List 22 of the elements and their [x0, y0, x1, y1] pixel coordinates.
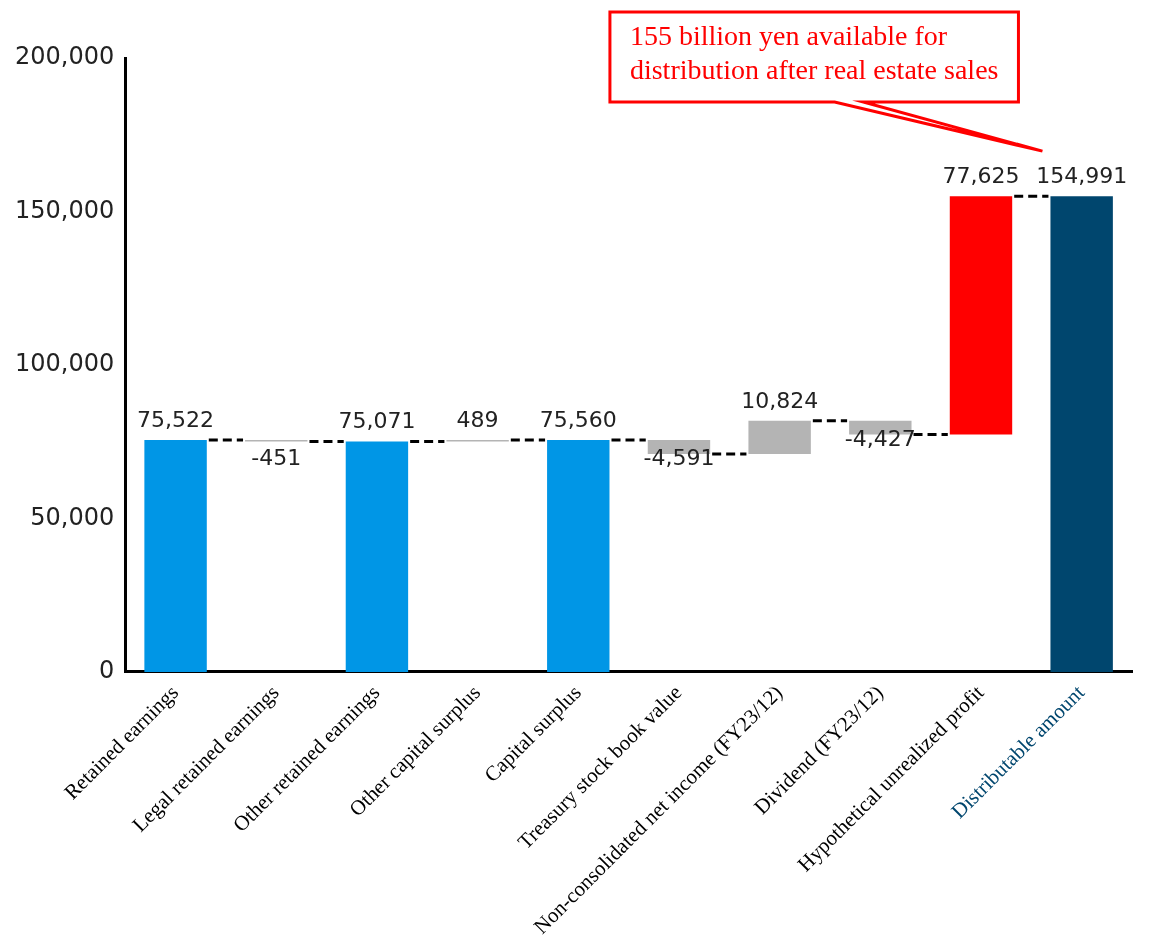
data-label: 10,824 — [741, 387, 819, 413]
bar — [1050, 196, 1113, 672]
bar — [345, 441, 409, 672]
bar — [748, 420, 811, 455]
bar — [144, 440, 207, 672]
data-label: 75,522 — [137, 406, 215, 432]
y-tick-label: 200,000 — [15, 42, 115, 71]
y-tick-label: 50,000 — [30, 502, 115, 531]
bar — [547, 439, 610, 672]
data-label: 154,991 — [1036, 162, 1128, 188]
data-label: 75,560 — [539, 406, 617, 432]
data-label: 489 — [456, 406, 499, 432]
data-label: 75,071 — [338, 408, 416, 434]
annotation: 155 billion yen available for distribution after real estate sales — [629, 20, 999, 86]
bar — [949, 196, 1013, 435]
data-label: 77,625 — [942, 162, 1020, 188]
data-label: -4,591 — [643, 444, 715, 470]
y-tick-label: 100,000 — [15, 349, 115, 378]
y-tick-label: 0 — [98, 656, 115, 685]
data-label: -451 — [251, 444, 302, 470]
data-label: -4,427 — [844, 425, 916, 451]
y-tick-label: 150,000 — [15, 195, 115, 224]
